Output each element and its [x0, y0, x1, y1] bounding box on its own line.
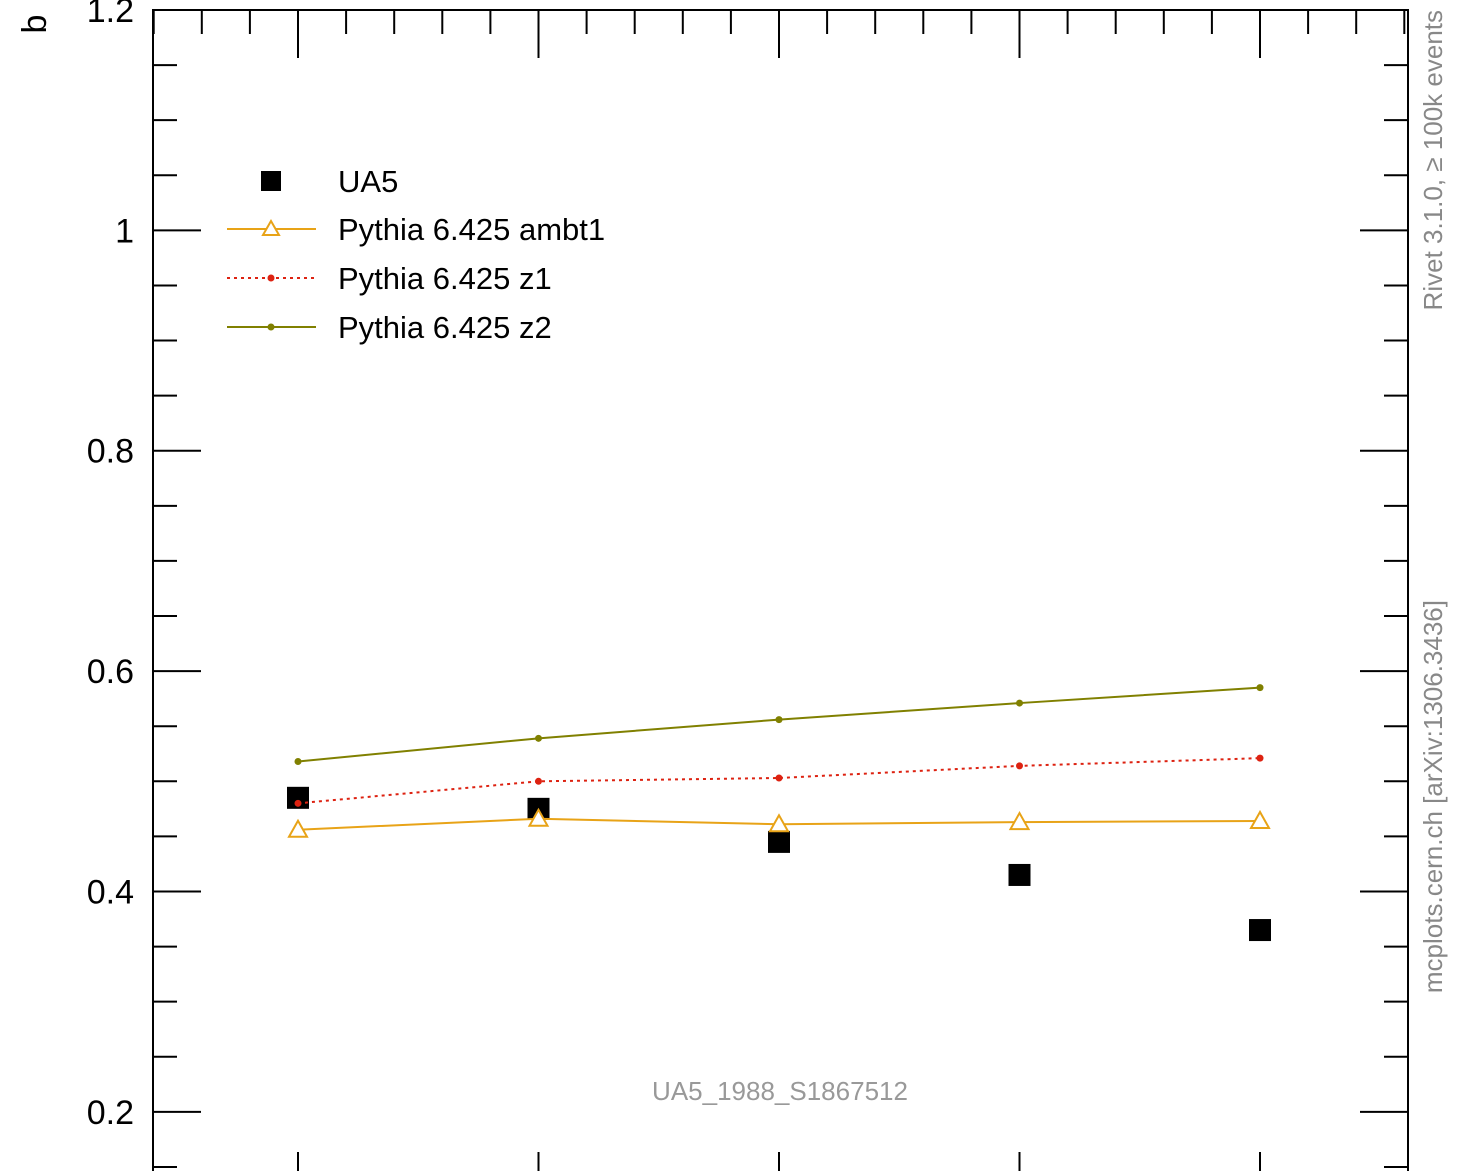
data-point	[1256, 754, 1264, 762]
mcplots-source-label: mcplots.cern.ch [arXiv:1306.3436]	[1418, 600, 1448, 993]
data-point	[527, 807, 550, 827]
data-point	[1016, 699, 1023, 707]
y-tick-labels: 0.2 0.4 0.6 0.8 1 1.2	[87, 0, 134, 1132]
data-point	[287, 786, 309, 809]
data-point	[768, 813, 790, 833]
legend-marker	[267, 323, 275, 331]
y-tick-label: 0.8	[87, 433, 134, 471]
plot-frame	[152, 9, 1409, 1171]
series-line	[297, 686, 1261, 763]
data-point	[1249, 919, 1271, 942]
data-point	[775, 716, 783, 724]
legend-marker	[267, 274, 275, 282]
legend-label: UA5	[338, 164, 398, 199]
y-tick-label: 0.6	[87, 653, 134, 691]
rivet-info-label: Rivet 3.1.0, ≥ 100k events	[1418, 10, 1448, 310]
y-tick-label: 1	[115, 212, 134, 250]
y-tick-label: 0.2	[87, 1094, 134, 1132]
series-line	[297, 757, 1261, 805]
axis-ticks	[152, 9, 1408, 1171]
data-point	[768, 830, 790, 853]
legend: UA5 Pythia 6.425 ambt1 Pythia 6.425 z1 Pyth…	[227, 164, 605, 345]
legend-label: Pythia 6.425 ambt1	[338, 212, 605, 247]
y-axis-label: b	[16, 15, 54, 34]
legend-marker	[261, 218, 281, 236]
series-layer	[287, 684, 1271, 942]
legend-label: Pythia 6.425 z1	[338, 261, 552, 296]
data-point	[1016, 762, 1023, 770]
data-point	[1249, 809, 1271, 829]
data-point	[1008, 863, 1031, 886]
legend-swatch	[261, 171, 281, 191]
data-point	[535, 777, 542, 785]
data-point	[775, 774, 783, 782]
data-point	[535, 734, 542, 742]
legend-label: Pythia 6.425 z2	[338, 310, 552, 345]
data-point	[1008, 811, 1031, 831]
data-point	[294, 799, 302, 807]
data-point	[287, 818, 309, 838]
analysis-id-label: UA5_1988_S1867512	[652, 1076, 908, 1106]
y-tick-label: 1.2	[87, 0, 134, 30]
data-point	[294, 757, 302, 765]
data-point	[1256, 684, 1264, 692]
y-tick-label: 0.4	[87, 873, 134, 911]
